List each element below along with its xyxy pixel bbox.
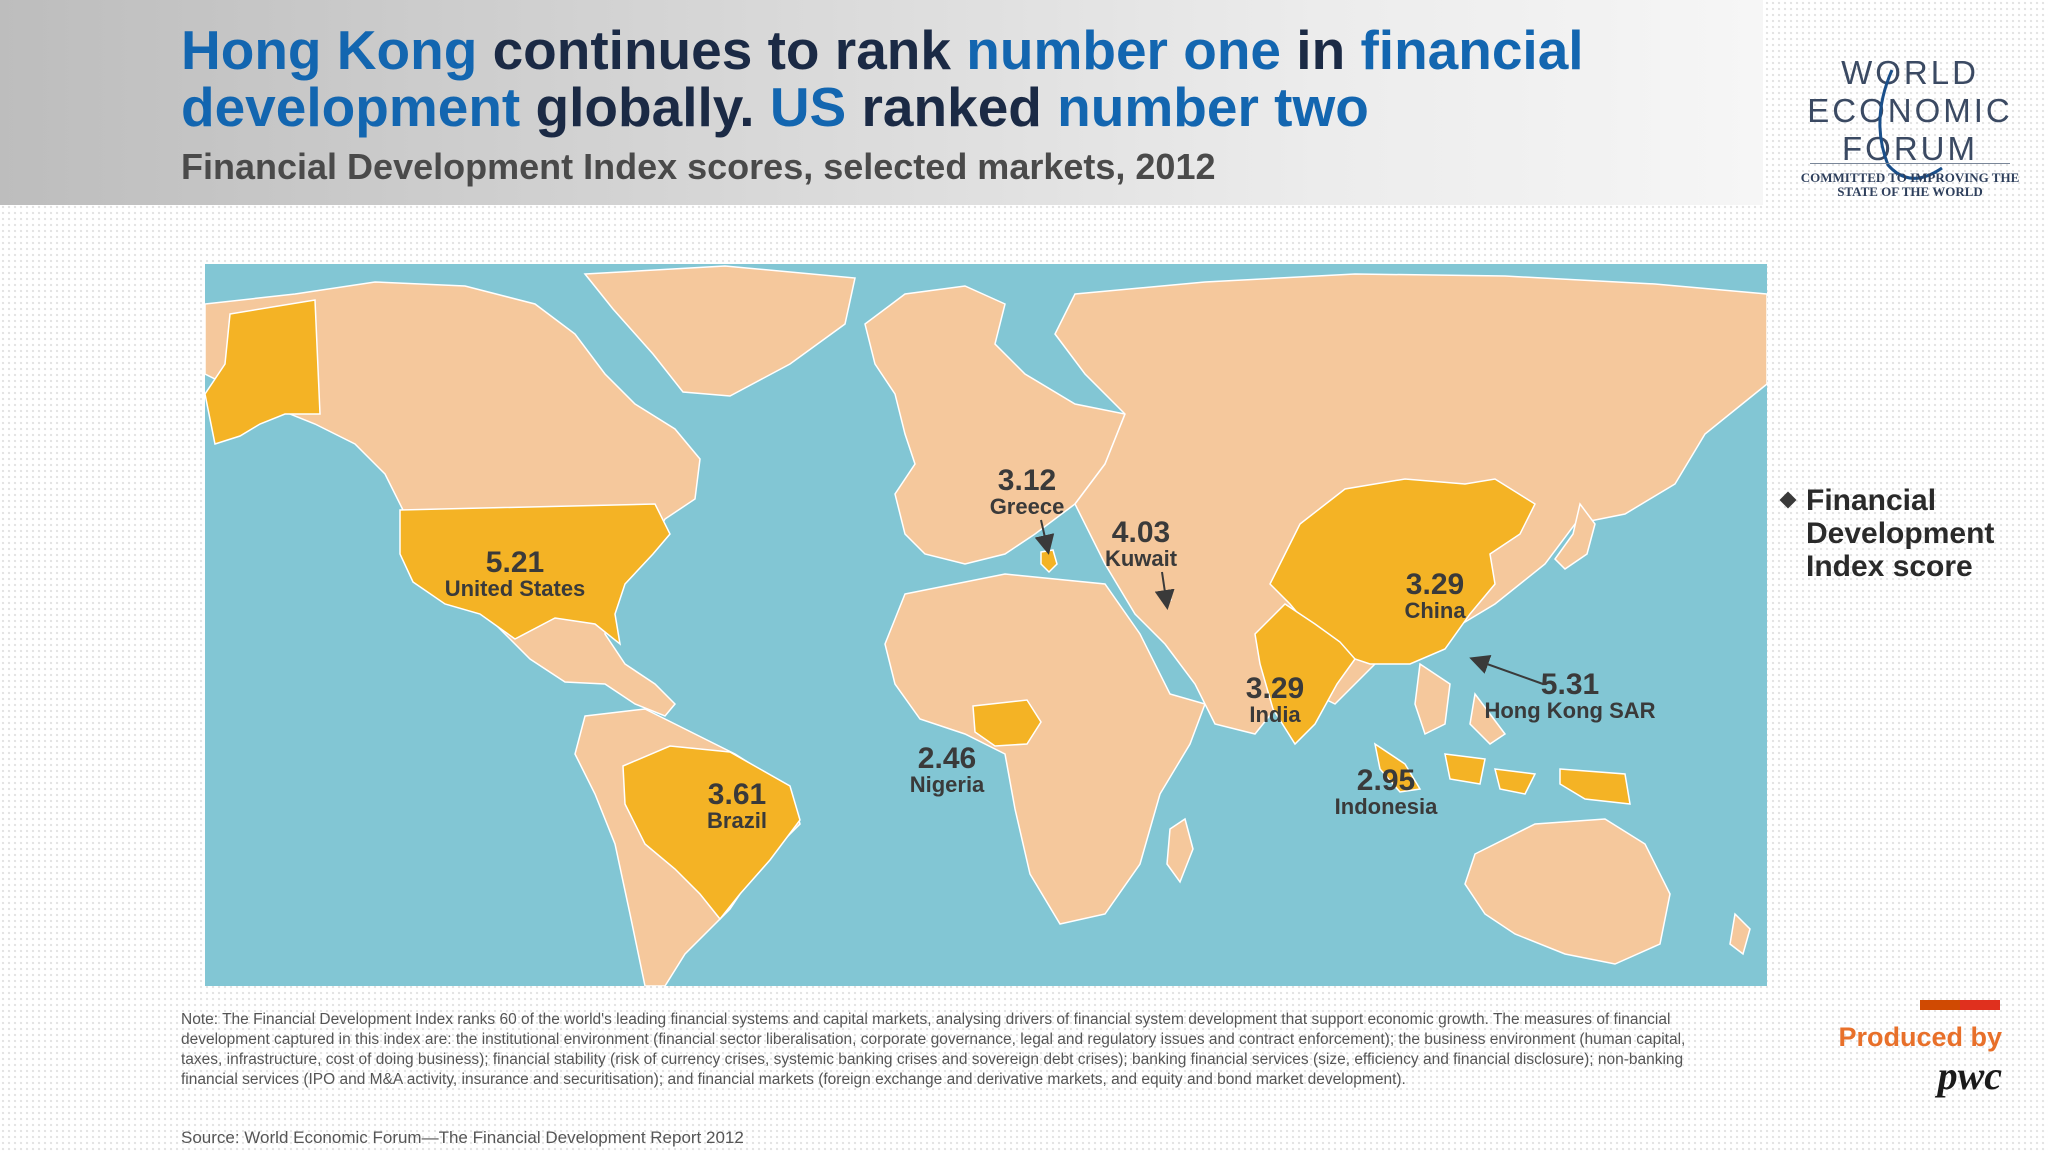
india [1254,603,1356,746]
logo-line: ECONOMIC [1807,92,2013,129]
market-label-united-states: 5.21 United States [445,546,586,601]
title-segment: number one [966,19,1282,81]
kuwait-pointer [1154,571,1175,610]
title-segment: ranked [846,76,1058,138]
page-subtitle: Financial Development Index scores, sele… [181,146,1216,187]
market-name: Hong Kong SAR [1484,698,1655,723]
greenland [583,265,856,397]
market-label-kuwait: 4.03 Kuwait [1105,516,1178,571]
legend-label: Financial Development Index score [1806,484,1995,583]
logo-divider [1810,163,2010,164]
title-segment: number two [1057,76,1369,138]
diamond-bullet-icon [1779,491,1797,509]
title-segment: globally. [520,76,770,138]
footnote: Note: The Financial Development Index ra… [181,1011,1686,1088]
title-segment: continues to rank [477,19,967,81]
market-score: 3.29 [1406,568,1464,601]
logo-line: FORUM [1842,130,1978,167]
market-score: 2.95 [1357,764,1415,797]
header-band [0,0,1763,205]
market-name: Nigeria [910,772,985,797]
united-states [399,503,671,646]
africa [884,573,1206,925]
page-title: Hong Kong continues to rank number one i… [181,22,1741,136]
china [1269,478,1536,665]
market-score: 3.29 [1246,672,1304,705]
market-score: 3.61 [708,778,766,811]
hong-kong-pointer [1469,654,1544,685]
world-map: 5.21 United States 3.12 Greece 4.03 Kuwa… [205,264,1767,986]
logo-tagline: COMMITTED TO IMPROVING THE STATE OF THE … [1800,170,2020,199]
brazil [622,745,801,921]
new-zealand [1729,912,1751,956]
indonesia [1373,742,1631,805]
market-name: Greece [990,494,1065,519]
market-label-china: 3.29 China [1404,568,1466,623]
market-score: 4.03 [1112,516,1170,549]
market-name: Indonesia [1335,794,1438,819]
nigeria [972,699,1042,747]
map-svg: 5.21 United States 3.12 Greece 4.03 Kuwa… [205,264,1767,986]
market-name: India [1249,702,1301,727]
market-label-india: 3.29 India [1246,672,1304,727]
produced-by-label: Produced by [1838,1022,2002,1052]
market-label-greece: 3.12 Greece [990,464,1065,519]
market-name: Brazil [707,808,767,833]
market-score: 5.31 [1541,668,1599,701]
wef-arc-icon [1878,69,1943,180]
title-segment: in [1281,19,1361,81]
alaska [205,299,321,445]
market-name: China [1404,598,1466,623]
pwc-logo: pwc [1937,1053,2002,1098]
source-citation: Source: World Economic Forum—The Financi… [181,1128,744,1147]
greece-pointer [1034,519,1055,555]
title-segment: US [769,76,847,138]
logo-line: WORLD [1841,54,1979,91]
market-score: 2.46 [918,742,976,775]
australia [1464,818,1671,965]
pwc-accent-bar [1920,1000,1960,1010]
market-score: 3.12 [998,464,1056,497]
market-label-hong-kong: 5.31 Hong Kong SAR [1484,668,1655,723]
japan [1554,502,1596,570]
market-name: Kuwait [1105,546,1178,571]
market-label-brazil: 3.61 Brazil [707,778,767,833]
wef-logo: WORLD ECONOMIC FORUM [1807,54,2013,180]
madagascar [1166,817,1194,884]
market-name: United States [445,576,586,601]
market-label-indonesia: 2.95 Indonesia [1335,764,1438,819]
title-segment: Hong Kong [181,19,478,81]
pwc-accent-bar [1960,1000,2000,1010]
market-score: 5.21 [486,546,544,579]
market-label-nigeria: 2.46 Nigeria [910,742,985,797]
title-segment: financial development [181,19,1584,138]
southeast-asia-islands [1414,662,1507,745]
